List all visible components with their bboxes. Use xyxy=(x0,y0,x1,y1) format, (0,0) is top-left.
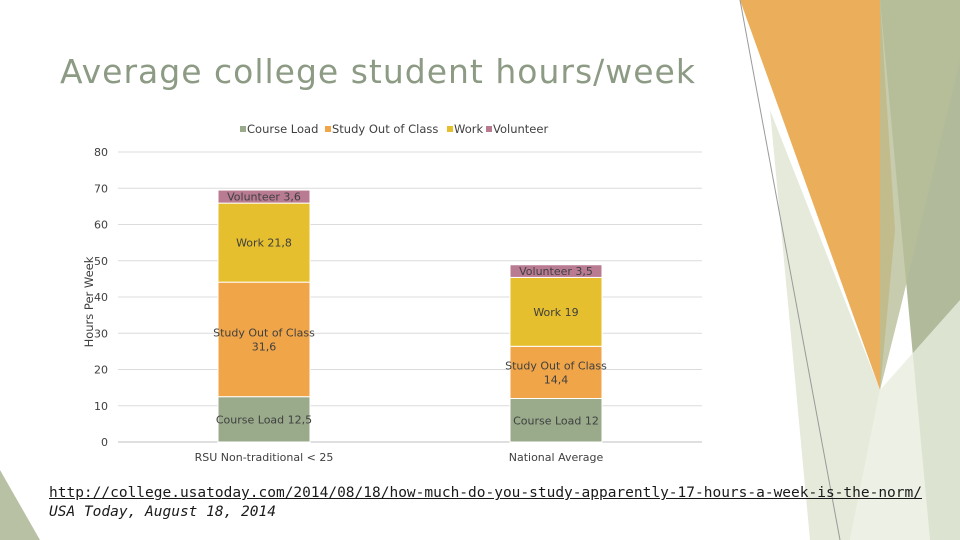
deco-pale-panel xyxy=(850,300,960,540)
y-tick-label: 60 xyxy=(94,219,108,232)
y-tick-label: 20 xyxy=(94,364,108,377)
y-tick-label: 80 xyxy=(94,146,108,159)
data-label: Course Load 12 xyxy=(513,414,599,427)
deco-line xyxy=(739,0,841,540)
source-citation: http://college.usatoday.com/2014/08/18/h… xyxy=(49,484,949,522)
bar-segment xyxy=(217,189,311,204)
page-title: Average college student hours/week xyxy=(60,52,696,91)
y-tick-label: 40 xyxy=(94,291,108,304)
data-label: Work 21,8 xyxy=(236,237,292,250)
data-label: Study Out of Class xyxy=(213,326,315,339)
y-tick-label: 10 xyxy=(94,400,108,413)
y-tick-label: 30 xyxy=(94,327,108,340)
bar-segment xyxy=(509,276,603,347)
data-label: Course Load 12,5 xyxy=(216,413,312,426)
x-category-label: National Average xyxy=(509,451,604,464)
legend-swatch xyxy=(447,126,453,132)
data-label: Volunteer 3,6 xyxy=(227,191,301,204)
x-category-label: RSU Non-traditional < 25 xyxy=(195,451,334,464)
source-link[interactable]: http://college.usatoday.com/2014/08/18/h… xyxy=(49,485,922,501)
deco-orange-panel xyxy=(740,0,895,390)
y-axis-label: Hours Per Week xyxy=(82,256,96,347)
data-label: 14,4 xyxy=(544,373,569,386)
deco-green-strip xyxy=(880,0,960,390)
data-label: Work 19 xyxy=(533,306,578,319)
legend-entry: Course Load xyxy=(247,122,318,136)
bar-segment xyxy=(509,398,603,443)
bar-segment xyxy=(217,202,311,283)
legend-entry: Work xyxy=(454,122,483,136)
y-tick-label: 70 xyxy=(94,182,108,195)
data-label: Study Out of Class xyxy=(505,359,607,372)
source-publication: USA Today, August 18, 2014 xyxy=(49,504,276,520)
data-label: Volunteer 3,5 xyxy=(519,265,593,278)
legend-swatch xyxy=(240,126,246,132)
deco-bottom-left-panel xyxy=(0,470,40,540)
legend-swatch xyxy=(325,126,331,132)
legend-entry: Volunteer xyxy=(493,122,548,136)
bar-segment xyxy=(509,264,603,278)
data-label: 31,6 xyxy=(252,340,277,353)
y-tick-label: 0 xyxy=(101,436,108,449)
legend-swatch xyxy=(486,126,492,132)
legend-entry: Study Out of Class xyxy=(332,122,438,136)
y-tick-label: 50 xyxy=(94,255,108,268)
deco-light-green-panel xyxy=(770,110,880,540)
